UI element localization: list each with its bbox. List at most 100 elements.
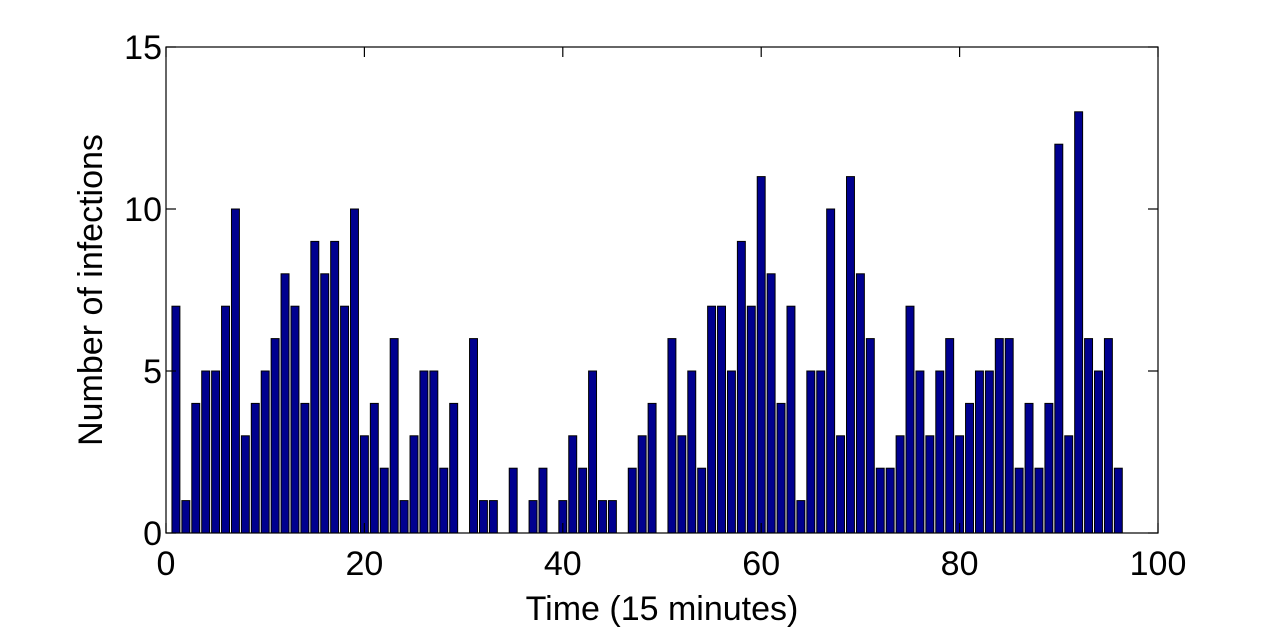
bar	[865, 338, 875, 534]
bar	[697, 467, 707, 534]
y-tick-label: 15	[124, 29, 162, 67]
bar	[1044, 402, 1054, 534]
y-tick-label: 5	[143, 353, 162, 391]
bar	[389, 338, 399, 534]
bar	[310, 240, 320, 534]
bar	[717, 305, 726, 534]
bar	[508, 467, 518, 534]
bar	[588, 370, 598, 534]
bar	[568, 435, 578, 534]
bar	[191, 402, 201, 534]
bar	[915, 370, 925, 534]
bar	[806, 370, 816, 534]
bar	[885, 467, 895, 534]
bar	[766, 273, 776, 534]
bar	[270, 338, 280, 534]
bar	[667, 338, 677, 534]
bar	[359, 435, 369, 534]
x-tick-label: 100	[1130, 545, 1187, 583]
bar	[1084, 338, 1094, 534]
bars-group	[171, 111, 1123, 534]
bar	[260, 370, 270, 534]
bar	[746, 305, 756, 534]
bar	[598, 500, 607, 534]
bar	[984, 370, 994, 534]
bar	[290, 305, 300, 534]
bar	[429, 370, 439, 534]
bar	[1004, 338, 1014, 534]
bar	[945, 338, 955, 534]
bar	[607, 500, 617, 534]
tick-labels-group: 0 20 40 60 80 100 0 5 10 15	[124, 29, 1186, 583]
bar	[726, 370, 736, 534]
bar	[280, 273, 290, 534]
bar	[1094, 370, 1103, 534]
bar	[1024, 402, 1034, 534]
bar	[439, 467, 449, 534]
bar	[786, 305, 796, 534]
bar	[994, 338, 1004, 534]
bar	[736, 240, 746, 534]
bar	[449, 402, 459, 534]
bar	[240, 435, 250, 534]
bar	[230, 208, 240, 534]
bar	[1064, 435, 1074, 534]
bar	[1074, 111, 1084, 534]
bar	[369, 402, 379, 534]
x-tick-label: 20	[345, 545, 383, 583]
bar	[1113, 467, 1123, 534]
bar	[250, 402, 260, 534]
bar	[1054, 143, 1064, 534]
bar	[171, 305, 181, 534]
bar	[875, 467, 885, 534]
plot-frame	[165, 46, 1159, 534]
bar	[895, 435, 905, 534]
bar	[201, 370, 211, 534]
bar	[826, 208, 836, 534]
bar	[578, 467, 588, 534]
bar	[925, 435, 935, 534]
bar	[469, 338, 478, 534]
ticks-group	[165, 46, 1159, 534]
bar	[399, 500, 409, 534]
bar	[637, 435, 647, 534]
bar	[855, 273, 865, 534]
x-tick-label: 80	[941, 545, 979, 583]
bar	[488, 500, 498, 534]
bar	[647, 402, 657, 534]
x-axis-label: Time (15 minutes)	[526, 590, 799, 628]
bar	[350, 208, 359, 534]
bar	[816, 370, 826, 534]
bar	[1014, 467, 1024, 534]
x-tick-label: 0	[157, 545, 176, 583]
bar	[1034, 467, 1044, 534]
bar	[776, 402, 786, 534]
bar	[211, 370, 221, 534]
bar	[687, 370, 697, 534]
y-tick-label: 10	[124, 191, 162, 229]
bar	[419, 370, 429, 534]
bar	[340, 305, 350, 534]
bar	[756, 176, 766, 534]
bar	[627, 467, 637, 534]
bar	[905, 305, 915, 534]
bar	[330, 240, 340, 534]
bar	[538, 467, 548, 534]
bar	[409, 435, 419, 534]
bar	[677, 435, 687, 534]
bar	[965, 402, 974, 534]
x-tick-label: 40	[544, 545, 582, 583]
bar	[707, 305, 717, 534]
bar	[528, 500, 538, 534]
y-tick-label: 0	[143, 515, 162, 553]
bar	[796, 500, 806, 534]
bar	[974, 370, 984, 534]
bar	[320, 273, 330, 534]
bar	[846, 176, 855, 534]
bar	[379, 467, 389, 534]
bar	[935, 370, 945, 534]
bar	[836, 435, 846, 534]
bar	[221, 305, 230, 534]
y-axis-label: Number of infections	[72, 134, 110, 446]
